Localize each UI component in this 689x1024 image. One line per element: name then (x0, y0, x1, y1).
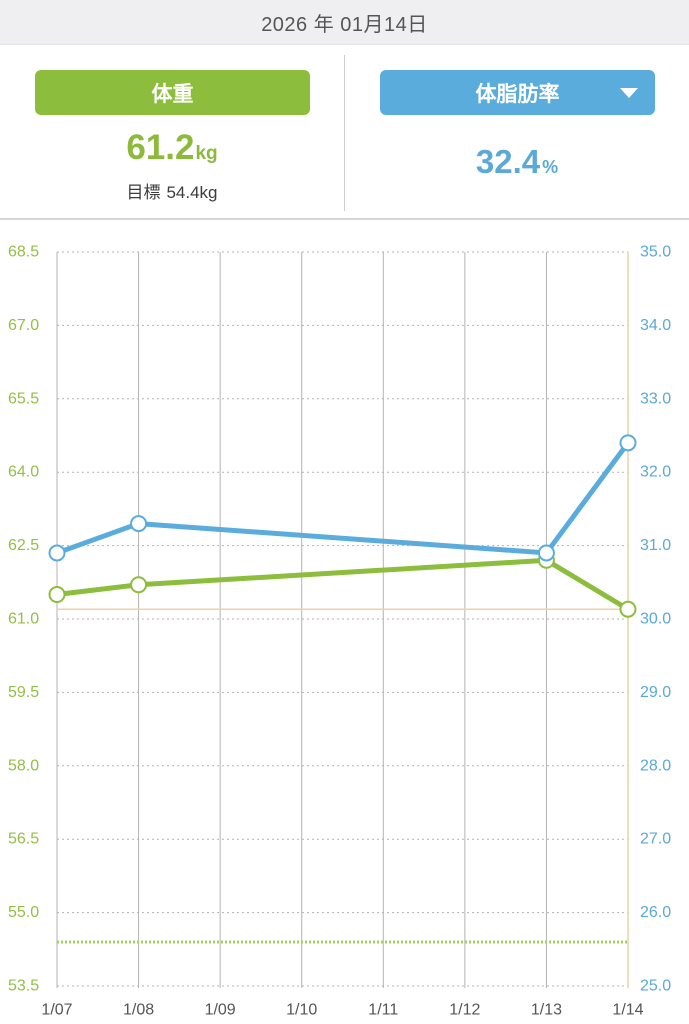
left-axis-tick-label: 58.0 (8, 757, 39, 774)
summary-panel: 体重 61.2kg 目標 54.4kg 体脂肪率 32.4% (0, 45, 689, 220)
right-axis-tick-label: 30.0 (640, 611, 671, 628)
current-weight-value: 61.2 (126, 128, 195, 167)
weight-body-fat-chart: 68.5 67.0 65.5 64.0 62.5 61.0 59.5 58.0 56.5 55.0… (8, 244, 671, 1019)
x-axis-tick-label: 1/10 (286, 1002, 317, 1019)
body-fat-dropdown-button[interactable]: 体脂肪率 (380, 70, 655, 115)
right-axis-tick-label: 32.0 (640, 464, 671, 481)
left-axis-tick-label: 62.5 (8, 537, 39, 554)
current-weight: 61.2kg (0, 128, 344, 168)
right-axis-tick-label: 28.0 (640, 757, 671, 774)
body-fat-data-point (48, 544, 66, 562)
right-axis-tick-label: 26.0 (640, 904, 671, 921)
left-axis-tick-label: 64.0 (8, 464, 39, 481)
right-axis-tick-label: 31.0 (640, 537, 671, 554)
column-divider (344, 55, 345, 211)
right-axis-tick-label: 33.0 (640, 390, 671, 407)
weight-data-point (130, 576, 148, 594)
x-axis-tick-label: 1/08 (123, 1002, 154, 1019)
right-axis-tick-label: 29.0 (640, 684, 671, 701)
x-axis-tick-label: 1/11 (368, 1002, 398, 1019)
right-axis-tick-label: 25.0 (640, 978, 671, 995)
date-header: 2026 年 01月14日 (0, 0, 689, 45)
right-axis-tick-label: 35.0 (640, 244, 671, 261)
weight-tab-button[interactable]: 体重 (35, 70, 310, 115)
left-axis-tick-label: 53.5 (8, 978, 39, 995)
body-fat-data-point (537, 544, 555, 562)
body-fat-dropdown-label: 体脂肪率 (475, 82, 560, 106)
left-axis-tick-label: 67.0 (8, 317, 39, 334)
goal-value: 54.4kg (166, 183, 218, 202)
weight-series-line (54, 557, 631, 612)
body-fat-data-point (130, 515, 148, 533)
current-weight-unit: kg (195, 143, 218, 164)
left-axis-tick-label: 55.0 (8, 904, 39, 921)
left-axis-tick-label: 56.5 (8, 831, 39, 848)
current-body-fat-unit: % (542, 157, 559, 177)
caret-down-icon[interactable] (620, 88, 638, 98)
body-fat-data-point (619, 434, 637, 452)
goal-weight: 目標 54.4kg (0, 182, 344, 204)
weight-tab-label: 体重 (151, 82, 194, 106)
left-axis-tick-label: 59.5 (8, 684, 39, 701)
left-axis-tick-label: 61.0 (8, 611, 39, 628)
right-axis-tick-label: 27.0 (640, 831, 671, 848)
x-axis-tick-label: 1/13 (531, 1002, 562, 1019)
date-label: 2026 年 01月14日 (261, 13, 428, 36)
current-body-fat-value: 32.4 (475, 143, 541, 180)
weight-data-point (619, 600, 637, 618)
x-axis-tick-label: 1/07 (41, 1002, 72, 1019)
x-axis-tick-label: 1/09 (205, 1002, 236, 1019)
x-axis-tick-label: 1/12 (449, 1002, 480, 1019)
right-axis-tick-label: 34.0 (640, 317, 671, 334)
current-body-fat: 32.4% (345, 142, 689, 182)
body-fat-series-line (54, 440, 631, 556)
left-axis-tick-label: 65.5 (8, 390, 39, 407)
left-axis-tick-label: 68.5 (8, 244, 39, 261)
goal-label: 目標 (126, 183, 161, 202)
weight-data-point (48, 586, 66, 604)
x-axis-tick-label: 1/14 (612, 1002, 643, 1019)
